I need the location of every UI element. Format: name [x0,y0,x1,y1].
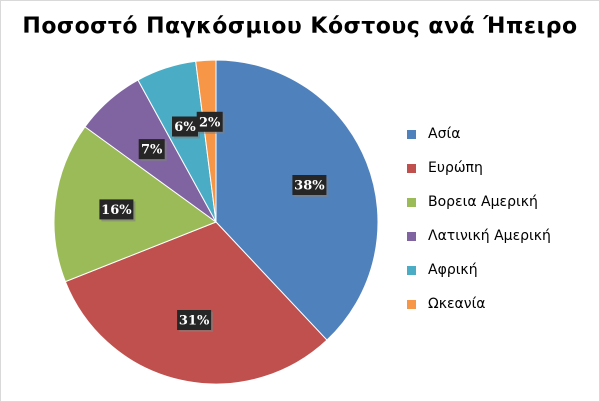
legend-label: Ωκεανία [428,296,486,312]
data-label-text-3: 16% [101,203,132,218]
data-label-5: 6% [172,116,200,139]
legend-label: Βορεια Αμερική [428,194,538,210]
legend-swatch [407,129,416,139]
legend-item-6: Ωκεανία [407,287,551,321]
data-label-text-6: 2% [199,115,221,130]
legend-label: Αφρική [428,262,478,278]
legend-swatch [407,265,416,275]
chart-legend: Ασία Ευρώπη Βορεια Αμερική Λατινική Αμερική… [407,117,551,321]
data-label-6: 2% [196,111,225,134]
legend-item-3: Βορεια Αμερική [407,185,551,219]
legend-swatch [407,163,416,173]
pie-slice-6 [195,59,217,223]
legend-swatch [407,299,416,309]
legend-item-4: Λατινική Αμερική [407,219,551,253]
pie-slice-1 [215,59,379,341]
legend-item-1: Ασία [407,117,551,151]
data-label-text-4: 7% [141,143,163,158]
legend-label: Λατινική Αμερική [428,228,551,244]
legend-swatch [407,231,416,241]
data-label-text-1: 38% [294,179,325,194]
data-label-1: 38% [292,175,329,197]
legend-label: Ασία [428,126,461,142]
legend-swatch [407,197,416,207]
data-label-3: 16% [99,199,136,222]
data-label-text-2: 31% [179,314,210,329]
data-label-4: 7% [138,139,167,162]
legend-label: Ευρώπη [428,160,483,176]
legend-item-5: Αφρική [407,253,551,287]
chart-title: Ποσοστό Παγκόσμιου Κόστους ανά Ήπειρο [22,14,578,39]
data-label-text-5: 6% [174,120,196,135]
pie-slice-2 [64,221,328,385]
legend-item-2: Ευρώπη [407,151,551,185]
data-label-2: 31% [177,310,214,332]
